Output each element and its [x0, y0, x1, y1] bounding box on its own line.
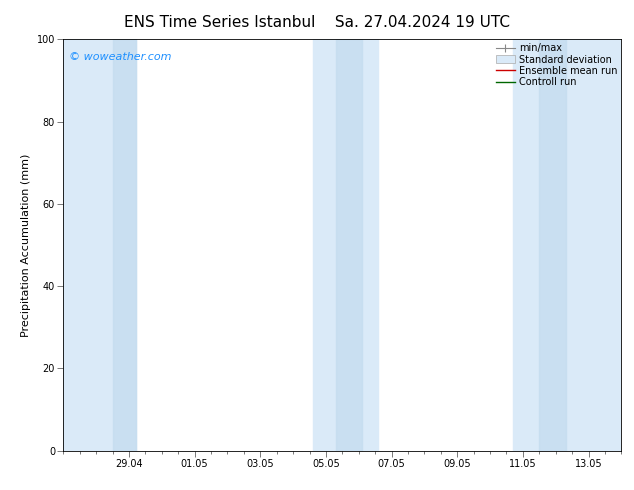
Bar [63, 39, 136, 451]
Bar [540, 39, 566, 451]
Bar [113, 39, 136, 451]
Bar [336, 39, 362, 451]
Y-axis label: Precipitation Accumulation (mm): Precipitation Accumulation (mm) [21, 153, 31, 337]
Bar [313, 39, 378, 451]
Text: © woweather.com: © woweather.com [69, 51, 171, 62]
Legend: min/max, Standard deviation, Ensemble mean run, Controll run: min/max, Standard deviation, Ensemble me… [494, 41, 619, 89]
Text: ENS Time Series Istanbul    Sa. 27.04.2024 19 UTC: ENS Time Series Istanbul Sa. 27.04.2024 … [124, 15, 510, 30]
Bar [513, 39, 621, 451]
